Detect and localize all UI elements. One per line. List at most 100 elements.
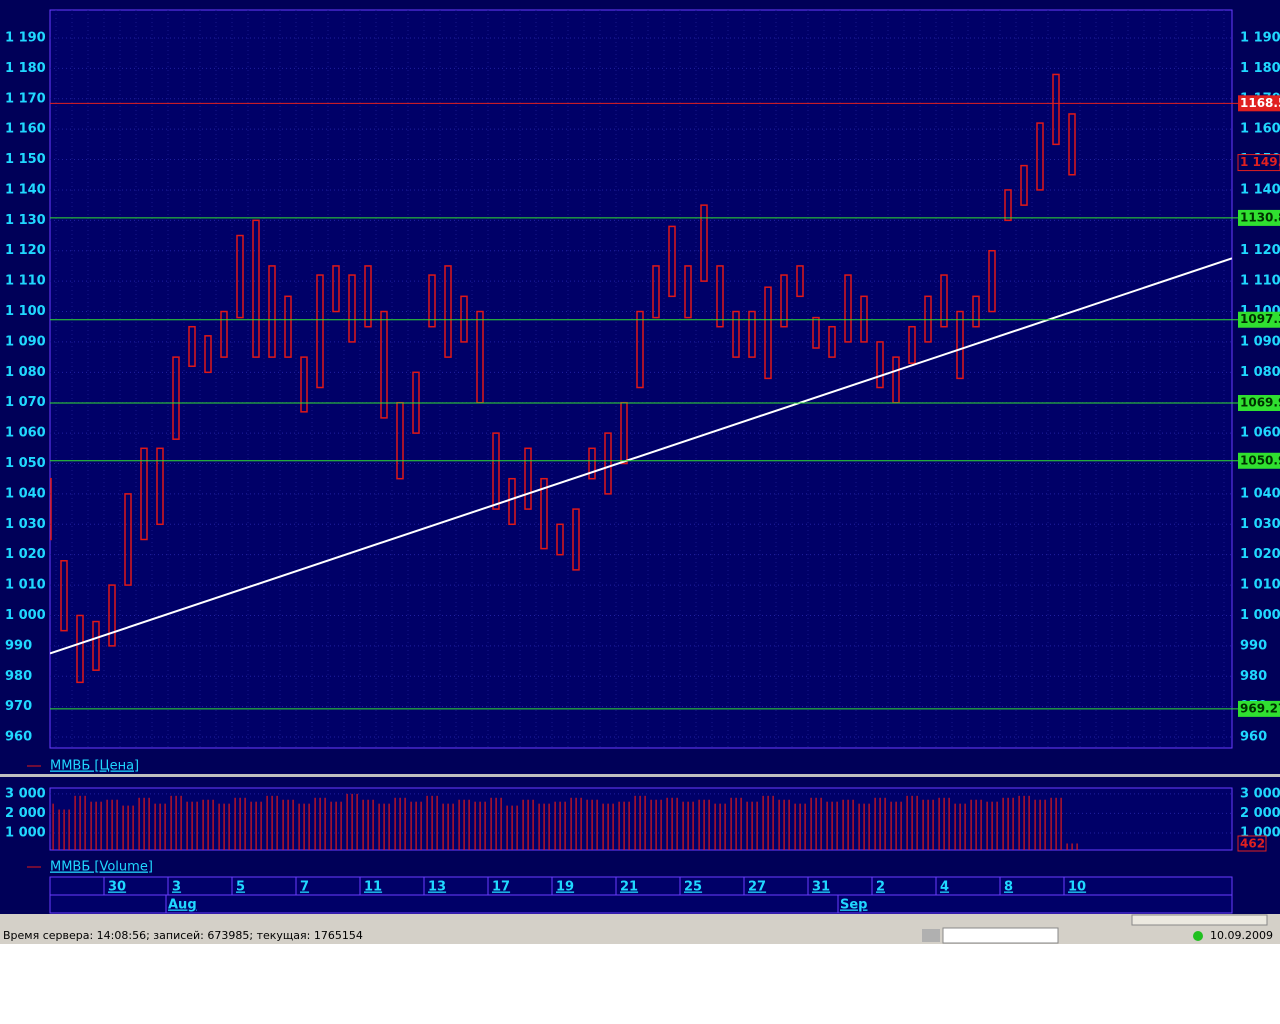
x-tick-label: 30 bbox=[108, 880, 126, 895]
volume-bar bbox=[196, 801, 198, 850]
volume-bar bbox=[996, 801, 998, 850]
y-tick-label: 1 090 bbox=[5, 334, 46, 349]
price-bar bbox=[1004, 189, 1012, 222]
y-tick-label: 1 170 bbox=[5, 91, 46, 106]
volume-bar bbox=[831, 801, 833, 850]
volume-bar bbox=[1044, 799, 1046, 850]
volume-bar bbox=[479, 801, 481, 850]
price-bar bbox=[508, 477, 516, 526]
volume-bar bbox=[244, 797, 246, 850]
price-bar bbox=[684, 265, 692, 319]
volume-bar bbox=[762, 795, 764, 850]
scrollbar[interactable] bbox=[0, 914, 1280, 926]
price-bar bbox=[284, 295, 292, 358]
volume-bar bbox=[964, 803, 966, 850]
y-tick-label: 990 bbox=[1240, 638, 1267, 653]
price-bar bbox=[556, 523, 564, 556]
x-tick-label: 10 bbox=[1068, 880, 1086, 895]
status-input[interactable] bbox=[942, 927, 1059, 944]
level-label-box bbox=[1238, 395, 1280, 412]
y-tick-label: 1 040 bbox=[5, 486, 46, 501]
volume-bar bbox=[138, 797, 140, 850]
status-text: Время сервера: 14:08:56; записей: 673985… bbox=[3, 929, 363, 942]
volume-bar bbox=[980, 799, 982, 850]
volume-bar bbox=[1060, 797, 1062, 850]
price-bar bbox=[50, 477, 52, 541]
volume-bar bbox=[719, 803, 721, 850]
volume-bar bbox=[84, 795, 86, 850]
price-bar bbox=[364, 265, 372, 328]
volume-bar bbox=[484, 801, 486, 850]
x-tick-label: 2 bbox=[876, 880, 885, 895]
price-bar bbox=[796, 265, 804, 298]
volume-bar bbox=[1018, 795, 1020, 850]
price-bar bbox=[940, 274, 948, 328]
volume-bar bbox=[426, 795, 428, 850]
level-label: 1069.9 bbox=[1240, 396, 1280, 410]
volume-bar bbox=[874, 797, 876, 850]
legend-label[interactable]: ММВБ [Цена] bbox=[50, 759, 139, 774]
price-bar bbox=[332, 265, 340, 313]
price-bar bbox=[572, 508, 580, 571]
volume-bar bbox=[548, 803, 550, 850]
volume-bar bbox=[516, 805, 518, 850]
price-bar bbox=[1020, 164, 1028, 206]
x-tick-label: 21 bbox=[620, 880, 638, 895]
volume-bar bbox=[340, 801, 342, 850]
volume-bar bbox=[175, 795, 177, 850]
price-bar bbox=[268, 265, 276, 358]
volume-bar bbox=[826, 801, 828, 850]
volume-bar bbox=[330, 801, 332, 850]
volume-bar bbox=[703, 799, 705, 850]
volume-bar bbox=[378, 803, 380, 850]
y-tick-label: 1 180 bbox=[1240, 61, 1280, 76]
volume-bar bbox=[1055, 797, 1057, 850]
volume-plot-frame bbox=[49, 787, 1233, 851]
level-label: 1130.8 bbox=[1240, 210, 1280, 224]
volume-bar bbox=[239, 797, 241, 850]
volume-bar bbox=[948, 797, 950, 850]
y-tick-label: 960 bbox=[1240, 730, 1267, 745]
volume-bar bbox=[292, 799, 294, 850]
volume-bar bbox=[687, 801, 689, 850]
x-tick-label: 17 bbox=[492, 880, 510, 895]
y-tick-label: 1 190 bbox=[1240, 30, 1280, 45]
price-plot-frame bbox=[49, 9, 1233, 749]
volume-bar bbox=[1012, 797, 1014, 850]
volume-bar bbox=[180, 795, 182, 850]
volume-bar bbox=[1002, 797, 1004, 850]
y-tick-label: 1 180 bbox=[5, 61, 46, 76]
volume-bar bbox=[95, 801, 97, 850]
volume-bar bbox=[863, 803, 865, 850]
volume-bar bbox=[276, 795, 278, 850]
volume-bar bbox=[372, 799, 374, 850]
volume-bar bbox=[634, 795, 636, 850]
price-bar bbox=[76, 614, 84, 684]
y-tick-label: 1 160 bbox=[1240, 122, 1280, 137]
y-tick-label: 980 bbox=[5, 669, 32, 684]
volume-bar bbox=[1034, 799, 1036, 850]
price-bar bbox=[764, 286, 772, 380]
volume-bar bbox=[159, 803, 161, 850]
volume-bar bbox=[495, 797, 497, 850]
y-tick-label: 1 120 bbox=[1240, 243, 1280, 258]
volume-bar bbox=[319, 797, 321, 850]
volume-bar bbox=[900, 801, 902, 850]
y-tick-label: 970 bbox=[5, 699, 32, 714]
y-tick-label: 1 000 bbox=[5, 608, 46, 623]
volume-bar bbox=[260, 801, 262, 850]
volume-bar bbox=[122, 805, 124, 850]
volume-bar bbox=[580, 797, 582, 850]
status-icon[interactable] bbox=[922, 929, 940, 942]
price-bar bbox=[700, 204, 708, 282]
volume-bar bbox=[639, 795, 641, 850]
legend-label[interactable]: ММВБ [Volume] bbox=[50, 860, 153, 875]
y-tick-label: 1 060 bbox=[1240, 426, 1280, 441]
volume-bar bbox=[986, 801, 988, 850]
scroll-thumb[interactable] bbox=[1131, 914, 1268, 926]
volume-bar bbox=[324, 797, 326, 850]
volume-bar bbox=[111, 799, 113, 850]
volume-bar bbox=[143, 797, 145, 850]
volume-bar bbox=[335, 801, 337, 850]
month-label: Aug bbox=[168, 898, 197, 913]
